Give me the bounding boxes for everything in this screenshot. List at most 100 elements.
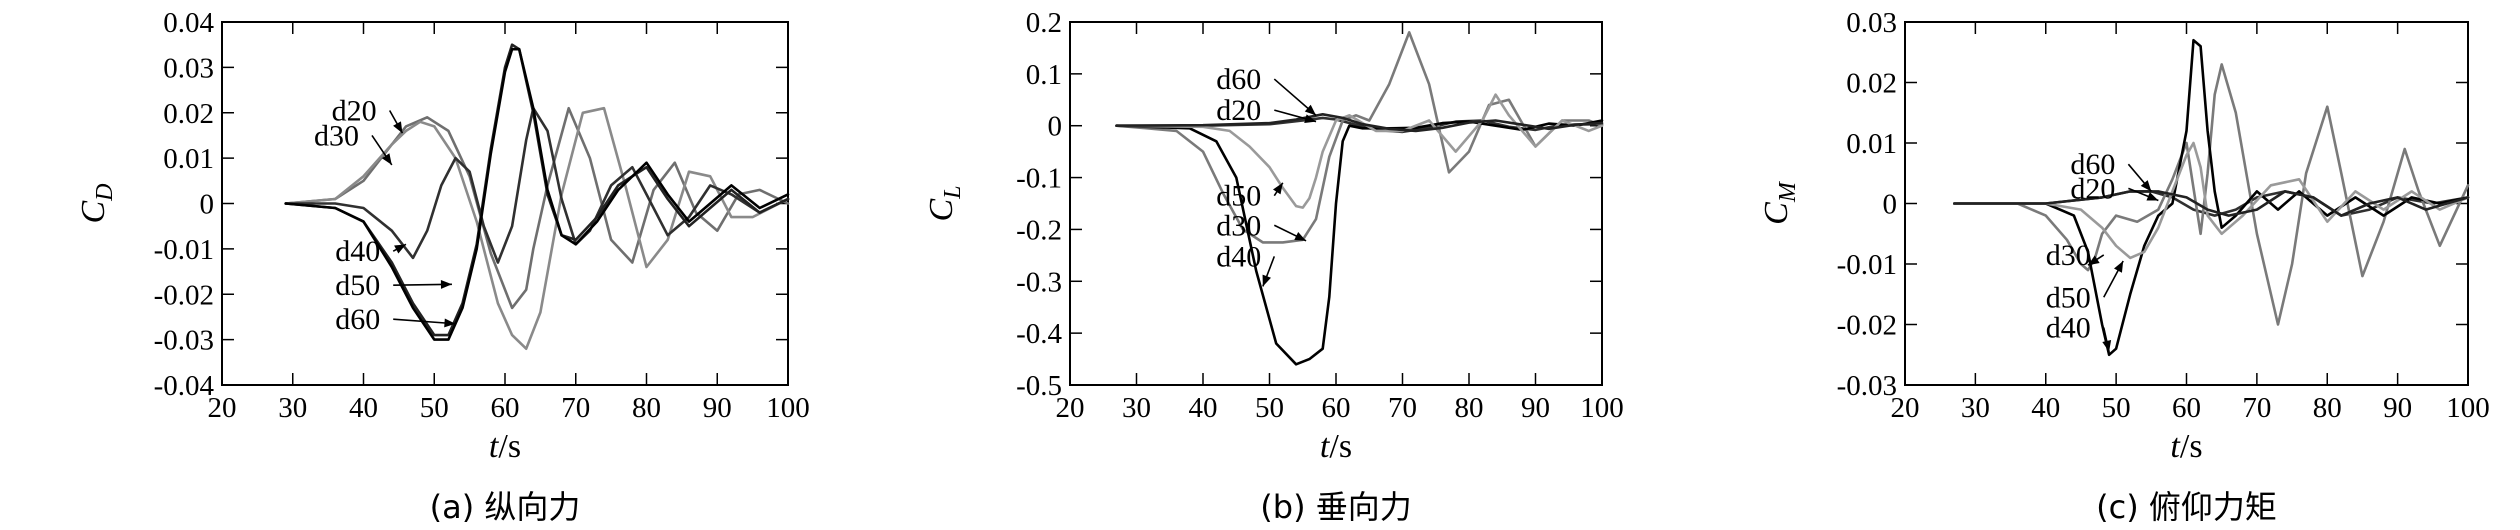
series-line-d50 bbox=[1115, 93, 1604, 209]
x-tick-label: 80 bbox=[1455, 392, 1484, 424]
x-tick-label: 30 bbox=[1961, 392, 1990, 424]
x-tick-label: 70 bbox=[1388, 392, 1417, 424]
annotation-arrowhead bbox=[2114, 260, 2124, 273]
x-tick-label: 90 bbox=[1521, 392, 1550, 424]
annotation-label: d40 bbox=[1216, 240, 1261, 273]
y-tick-label: -0.01 bbox=[154, 234, 214, 266]
series-line-d60 bbox=[284, 47, 790, 341]
panel-pitch-moment-coefficient: 20 30 40 50 60 70 80 90 100 -0.03 -0.02 -0.01 0 0.01 0… bbox=[1758, 7, 2490, 526]
annotation-arrowhead bbox=[440, 279, 452, 289]
y-tick-label: 0.01 bbox=[1846, 128, 1897, 160]
series-line-d30 bbox=[1953, 63, 2470, 326]
annotation-arrowhead bbox=[2102, 340, 2112, 352]
annotation-label: d60 bbox=[335, 303, 380, 336]
annotation-label: d30 bbox=[2046, 239, 2091, 272]
annotation-arrowhead bbox=[2146, 192, 2159, 201]
y-tick-label: 0.2 bbox=[1026, 7, 1062, 39]
y-tick-label: 0.01 bbox=[163, 143, 214, 175]
y-tick-label: -0.02 bbox=[1837, 310, 1897, 342]
series-line-d40 bbox=[1115, 119, 1604, 366]
x-tick-label: 90 bbox=[703, 392, 732, 424]
annotation-arrowhead bbox=[381, 153, 392, 165]
x-axis-title: t/s bbox=[1320, 428, 1352, 465]
annotation-label: d60 bbox=[1216, 63, 1261, 96]
x-tick-label: 50 bbox=[420, 392, 449, 424]
x-tick-label: 30 bbox=[1122, 392, 1151, 424]
y-tick-label: -0.4 bbox=[1016, 318, 1062, 350]
annotation-arrowhead bbox=[1294, 231, 1307, 241]
annotation-label: d20 bbox=[2070, 172, 2115, 205]
y-tick-label: -0.5 bbox=[1016, 370, 1062, 402]
x-tick-label: 60 bbox=[491, 392, 520, 424]
series-line-d30 bbox=[1115, 31, 1604, 244]
y-tick-label: 0.02 bbox=[163, 98, 214, 130]
panel-caption: (b) 垂向力 bbox=[1260, 488, 1411, 526]
panel-caption: (c) 俯仰力矩 bbox=[2096, 488, 2277, 526]
x-tick-label: 50 bbox=[1255, 392, 1284, 424]
panel-caption: (a) 纵向力 bbox=[430, 488, 581, 526]
series-line-d40 bbox=[1953, 38, 2470, 357]
annotation-arrowhead bbox=[394, 244, 406, 254]
annotation-label: d50 bbox=[1216, 180, 1261, 213]
y-tick-label: -0.04 bbox=[154, 370, 215, 402]
y-axis-title: CD bbox=[75, 183, 118, 223]
x-tick-label: 60 bbox=[2172, 392, 2201, 424]
annotation-arrowhead bbox=[2087, 255, 2100, 266]
x-axis-title: t/s bbox=[489, 428, 521, 465]
annotation-label: d60 bbox=[2070, 148, 2115, 181]
x-tick-label: 50 bbox=[2102, 392, 2131, 424]
annotation-label: d20 bbox=[332, 94, 377, 127]
x-tick-label: 100 bbox=[2446, 392, 2490, 424]
y-tick-label: 0 bbox=[1883, 189, 1898, 221]
x-axis-title: t/s bbox=[2170, 428, 2202, 465]
annotation-label: d40 bbox=[335, 235, 380, 268]
x-tick-label: 40 bbox=[1189, 392, 1218, 424]
x-tick-label: 100 bbox=[766, 392, 810, 424]
y-tick-label: -0.03 bbox=[1837, 370, 1897, 402]
x-tick-label: 70 bbox=[2242, 392, 2271, 424]
x-tick-label: 90 bbox=[2383, 392, 2412, 424]
annotation-arrowhead bbox=[444, 318, 456, 328]
y-axis-title: CM bbox=[1758, 180, 1801, 225]
annotation-arrowhead bbox=[1304, 104, 1317, 116]
panel-lift-coefficient: 20 30 40 50 60 70 80 90 100 -0.5 -0.4 -0.3 -0.2 -0.1 0… bbox=[923, 7, 1624, 526]
x-tick-label: 60 bbox=[1322, 392, 1351, 424]
annotation-arrowhead bbox=[1262, 274, 1271, 287]
annotation-label: d40 bbox=[2046, 312, 2091, 345]
series-line-d60 bbox=[1115, 113, 1604, 133]
annotation-label: d30 bbox=[1216, 209, 1261, 242]
y-tick-label: -0.01 bbox=[1837, 249, 1897, 281]
x-tick-label: 20 bbox=[1056, 392, 1085, 424]
y-tick-label: 0.1 bbox=[1026, 59, 1062, 91]
annotation-arrowhead bbox=[1304, 114, 1317, 124]
y-tick-label: 0.03 bbox=[1846, 7, 1897, 39]
annotation-arrowhead bbox=[393, 121, 403, 134]
annotation-label: d30 bbox=[314, 119, 359, 152]
panel-drag-coefficient: 20 30 40 50 60 70 80 90 100 -0.04 -0.03 -0.02 -0.01 0… bbox=[75, 7, 810, 526]
y-tick-label: 0 bbox=[1048, 111, 1063, 143]
x-tick-label: 40 bbox=[349, 392, 378, 424]
x-tick-label: 20 bbox=[208, 392, 237, 424]
y-tick-label: -0.1 bbox=[1016, 163, 1062, 195]
y-tick-label: 0.04 bbox=[163, 7, 214, 39]
annotation-label: d50 bbox=[2046, 281, 2091, 314]
annotation-arrowhead bbox=[2140, 180, 2152, 192]
annotation-label: d20 bbox=[1216, 94, 1261, 127]
x-tick-label: 20 bbox=[1891, 392, 1920, 424]
y-tick-label: 0 bbox=[200, 189, 215, 221]
y-tick-label: -0.02 bbox=[154, 279, 214, 311]
series-line-d30 bbox=[284, 106, 790, 350]
y-tick-label: -0.3 bbox=[1016, 266, 1062, 298]
series-line-d50 bbox=[1953, 141, 2470, 260]
x-tick-label: 100 bbox=[1580, 392, 1624, 424]
annotation-arrowhead bbox=[1273, 182, 1283, 195]
x-tick-label: 40 bbox=[2031, 392, 2060, 424]
x-tick-label: 70 bbox=[561, 392, 590, 424]
y-tick-label: -0.2 bbox=[1016, 214, 1062, 246]
x-tick-label: 80 bbox=[2313, 392, 2342, 424]
y-axis-title: CL bbox=[923, 185, 966, 221]
y-tick-label: 0.02 bbox=[1846, 68, 1897, 100]
x-tick-label: 80 bbox=[632, 392, 661, 424]
series-line-d60 bbox=[1953, 190, 2470, 217]
